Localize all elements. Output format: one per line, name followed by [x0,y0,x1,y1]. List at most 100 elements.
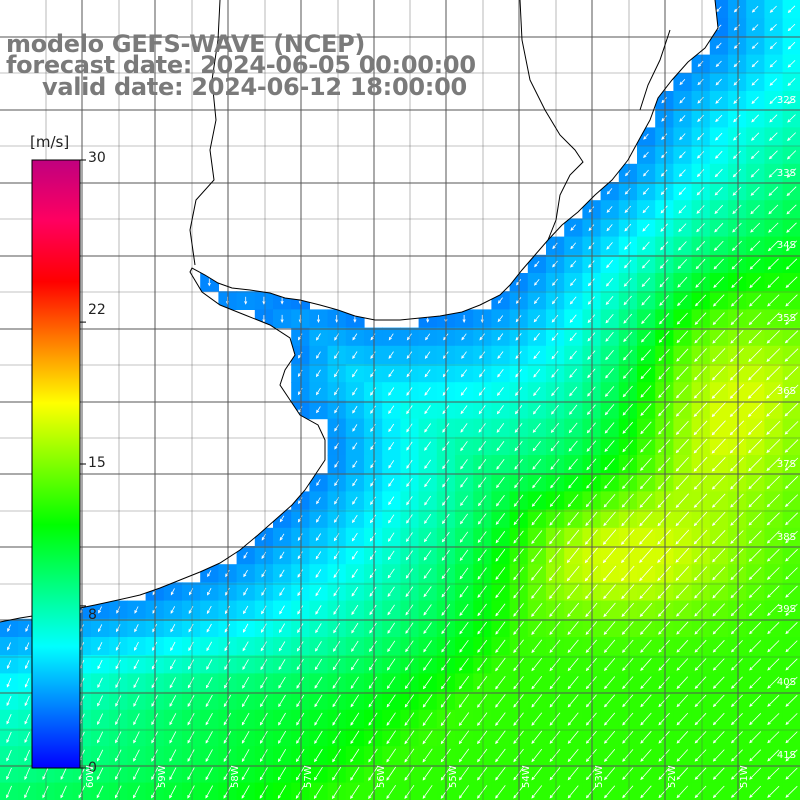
wind-arrow [766,384,781,399]
wind-speed-cell [782,782,800,800]
wind-speed-cell [364,746,383,765]
wind-speed-cell [91,637,110,656]
wind-speed-cell [728,746,747,765]
wind-speed-cell [418,673,438,693]
wind-speed-cell [254,564,274,583]
wind-arrow [714,168,723,178]
wind-speed-cell [600,218,620,238]
wind-arrow [350,784,360,800]
wind-arrow [712,330,726,344]
wind-arrow [732,222,742,233]
wind-speed-cell [564,491,583,511]
wind-arrow [767,676,780,689]
wind-arrow [640,767,652,781]
wind-arrow [657,529,671,545]
wind-arrow [315,551,322,560]
wind-arrow [785,530,798,544]
wind-speed-cell [673,218,693,238]
wind-arrow [388,333,394,341]
wind-speed-cell [527,564,547,583]
wind-arrow [478,459,487,470]
wind-arrow [260,641,267,652]
wind-arrow [658,639,670,653]
wind-arrow [766,494,780,508]
wind-arrow [424,369,431,378]
wind-speed-cell [163,582,183,602]
wind-arrow [767,240,779,252]
lon-label: 58W [230,765,241,788]
wind-arrow [732,168,742,178]
wind-arrow [297,551,303,560]
wind-speed-cell [618,637,638,656]
wind-speed-cell [91,618,110,638]
wind-arrow [639,529,653,545]
wind-speed-cell [546,400,565,420]
wind-arrow [729,438,745,454]
wind-speed-cell [327,764,347,784]
wind-arrow [459,603,469,617]
wind-speed-cell [200,673,219,693]
wind-speed-cell [364,473,383,492]
wind-speed-cell [691,600,711,620]
wind-arrow [495,730,506,745]
wind-arrow [748,475,762,490]
wind-speed-cell [473,382,492,401]
wind-arrow [730,749,743,762]
wind-arrow [784,457,799,471]
wind-speed-cell [709,127,729,147]
wind-speed-cell [691,163,711,183]
wind-arrow [661,97,667,104]
wind-arrow [658,421,671,435]
wind-arrow [96,767,104,781]
wind-arrow [766,512,780,526]
wind-arrow [748,603,762,617]
wind-arrow [369,622,377,634]
wind-arrow [643,169,649,177]
wind-speed-cell [418,637,438,656]
wind-arrow [115,695,122,707]
wind-speed-cell [564,764,583,784]
wind-arrow [622,439,634,453]
wind-speed-cell [728,182,747,201]
wind-arrow [749,767,762,780]
wind-speed-cell [728,36,747,56]
wind-speed-cell [600,254,620,274]
wind-arrow [693,402,708,417]
wind-speed-cell [455,746,474,765]
wind-arrow [241,767,250,781]
wind-speed-cell [364,691,383,711]
wind-speed-cell [418,546,438,565]
wind-speed-cell [273,691,292,711]
wind-speed-cell [546,345,565,365]
wind-speed-cell [109,764,128,784]
wind-arrow [278,659,286,671]
wind-speed-cell [673,236,693,256]
wind-arrow [751,132,760,141]
wind-arrow [314,712,323,726]
wind-arrow [551,296,559,305]
wind-arrow [531,621,543,636]
wind-speed-cell [491,345,511,365]
wind-arrow [6,660,12,670]
wind-speed-cell [764,618,784,638]
wind-arrow [676,658,689,671]
wind-arrow [332,748,342,763]
wind-arrow [603,621,616,636]
wind-arrow [675,511,690,527]
wind-speed-cell [236,691,256,711]
wind-arrow [676,694,689,708]
wind-arrow [769,42,777,50]
wind-speed-cell [673,145,693,165]
wind-speed-cell [327,418,347,438]
wind-speed-cell [345,455,365,474]
wind-arrow [278,712,286,726]
wind-arrow [477,675,488,690]
wind-speed-cell [364,327,383,347]
wind-arrow [730,348,744,363]
wind-arrow [748,438,763,454]
wind-arrow [388,514,395,524]
wind-speed-cell [382,564,401,583]
wind-arrow [677,294,688,307]
wind-arrow [730,475,744,490]
wind-arrow [206,605,212,615]
